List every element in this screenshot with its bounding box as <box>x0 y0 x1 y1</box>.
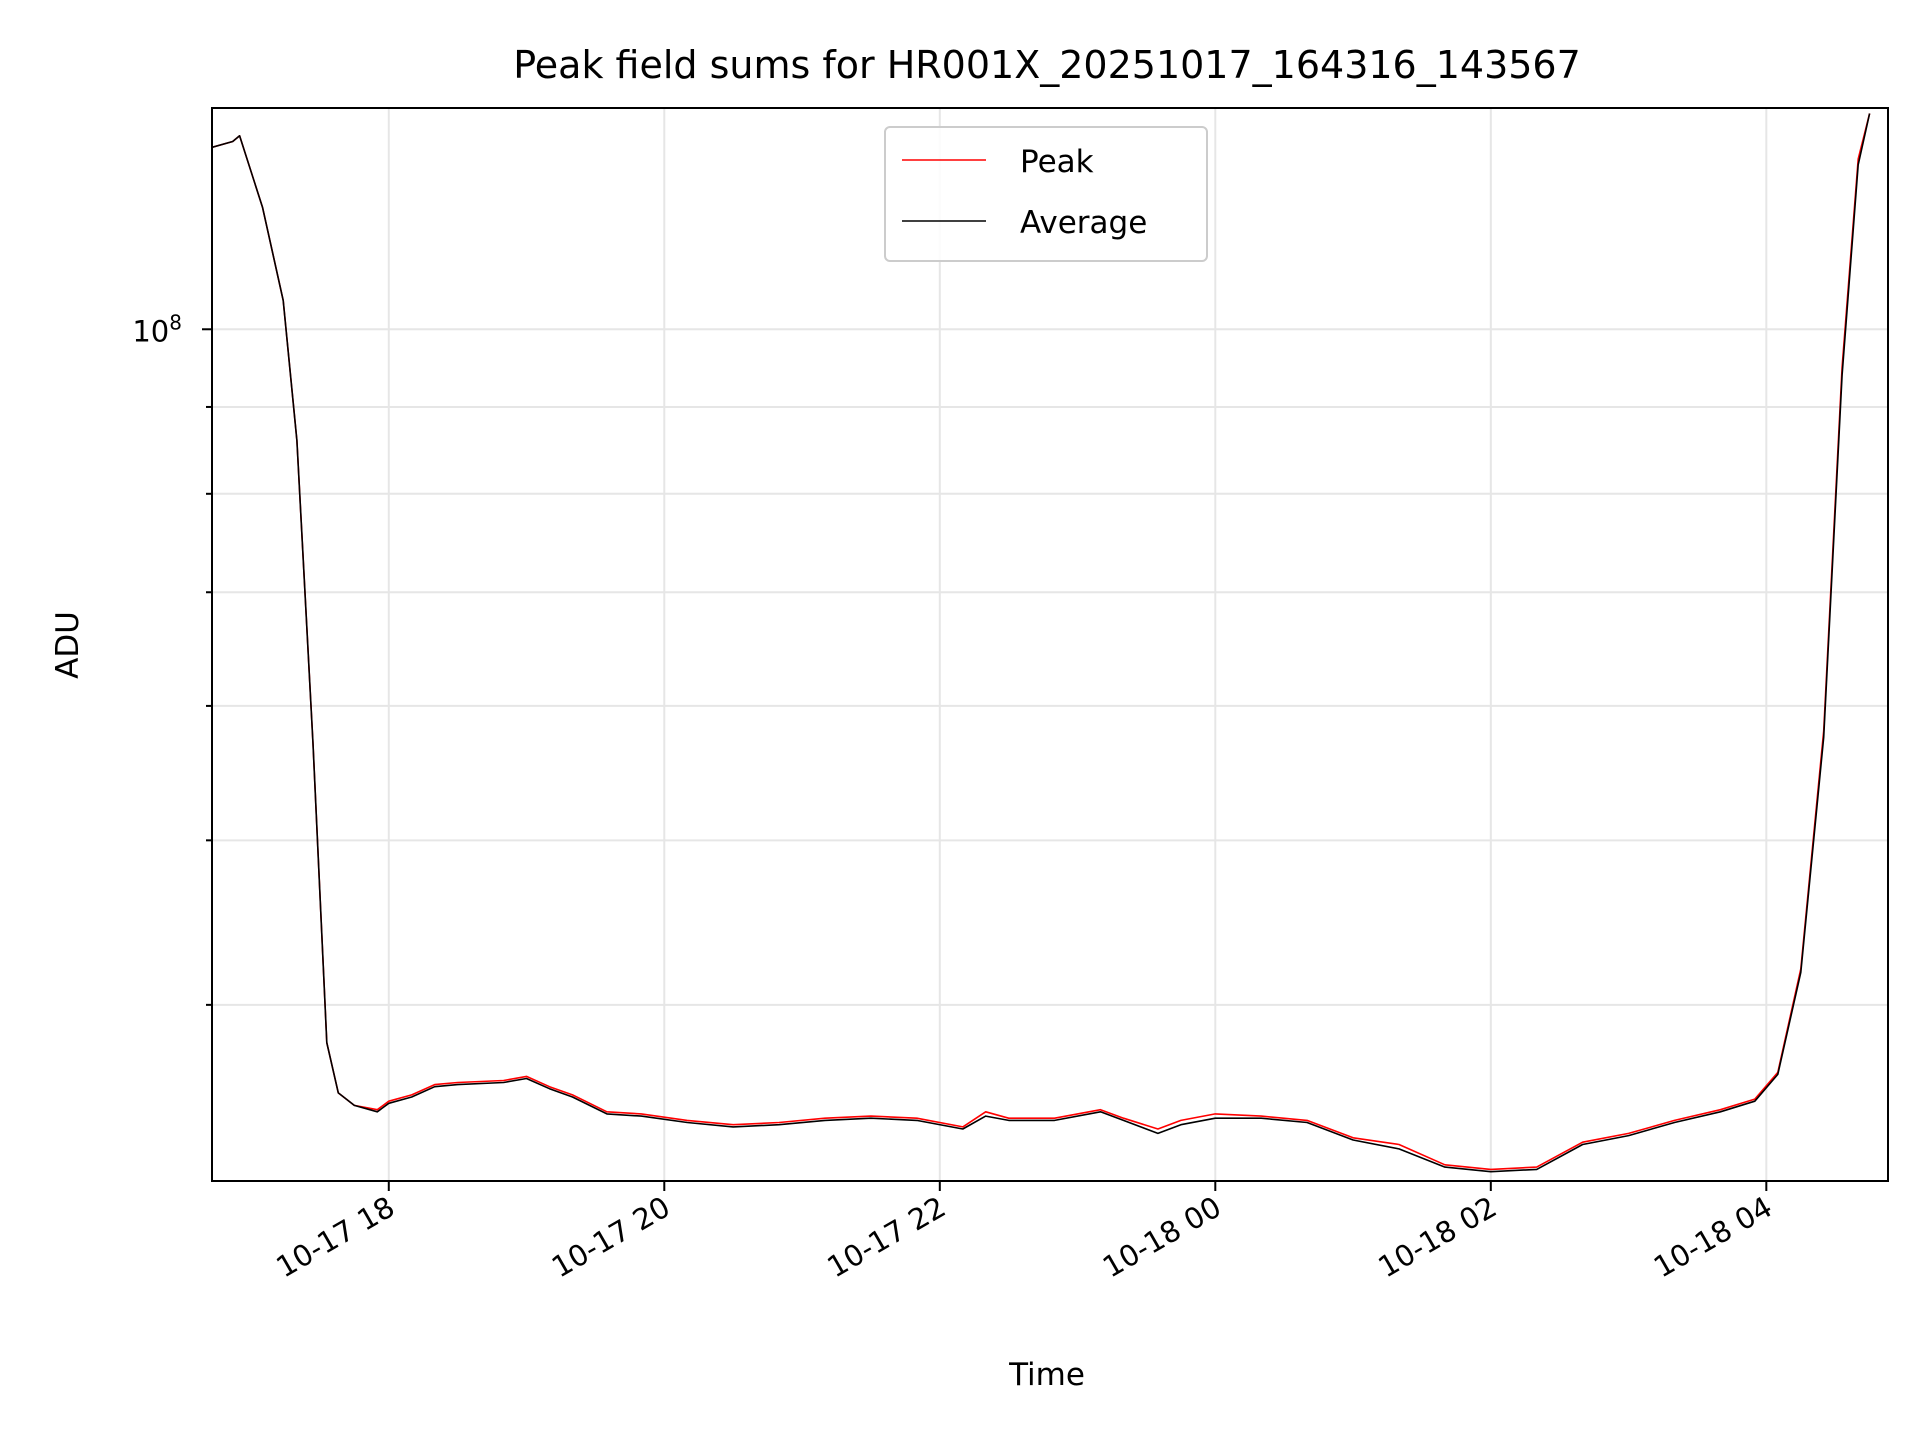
legend: Peak Average <box>884 126 1208 262</box>
y-tick-exponent: 8 <box>169 310 182 334</box>
chart-title: Peak field sums for HR001X_20251017_1643… <box>513 43 1581 87</box>
legend-average-label: Average <box>1020 205 1147 241</box>
plot-frame <box>211 107 1889 1182</box>
y-tick-base: 10 <box>132 314 169 348</box>
grid <box>212 108 1888 1181</box>
legend-peak-label: Peak <box>1020 144 1094 180</box>
y-axis-label: ADU <box>50 611 86 679</box>
y-tick-label: 108 <box>132 310 182 348</box>
x-axis-label: Time <box>1008 1357 1085 1393</box>
series-line-average <box>212 113 1871 1173</box>
series-layer <box>212 113 1871 1173</box>
